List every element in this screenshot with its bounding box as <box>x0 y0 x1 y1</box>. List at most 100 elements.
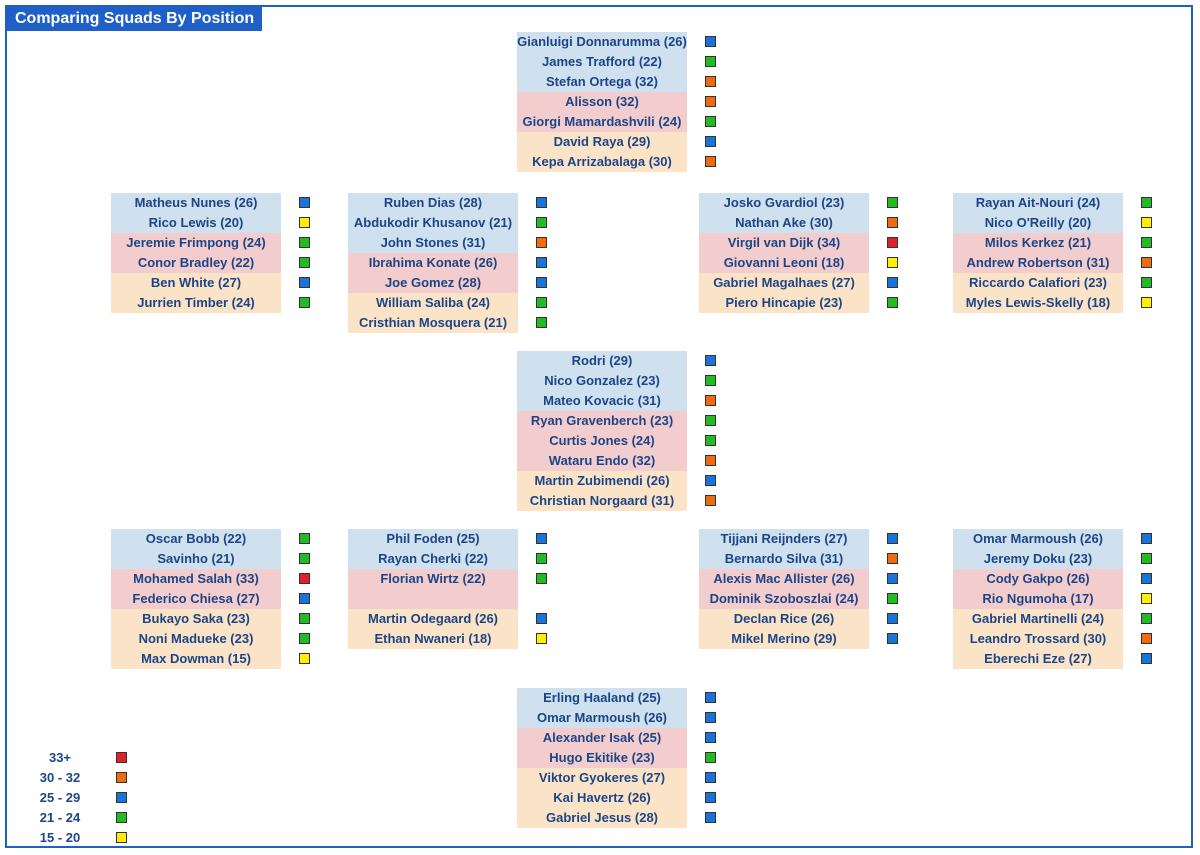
player-row: Viktor Gyokeres (27) <box>517 768 717 788</box>
group-left-wingers: Omar Marmoush (26) Jeremy Doku (23) Cody G… <box>953 529 1153 669</box>
age-band-marker <box>705 56 716 67</box>
legend-label: 21 - 24 <box>39 810 81 825</box>
player-name: Christian Norgaard (31) <box>517 491 687 511</box>
age-band-marker <box>299 297 310 308</box>
age-band-marker <box>705 792 716 803</box>
player-row: Cristhian Mosquera (21) <box>348 313 548 333</box>
age-band-marker <box>536 613 547 624</box>
player-row: William Saliba (24) <box>348 293 548 313</box>
player-row: Gabriel Magalhaes (27) <box>699 273 899 293</box>
player-row: Declan Rice (26) <box>699 609 899 629</box>
player-name: Nathan Ake (30) <box>699 213 869 233</box>
player-name: Cody Gakpo (26) <box>953 569 1123 589</box>
player-row: Kai Havertz (26) <box>517 788 717 808</box>
player-name: Abdukodir Khusanov (21) <box>348 213 518 233</box>
age-band-marker <box>705 116 716 127</box>
age-band-marker <box>1141 653 1152 664</box>
age-band-marker <box>887 277 898 288</box>
player-name: Eberechi Eze (27) <box>953 649 1123 669</box>
player-row: Alisson (32) <box>517 92 717 112</box>
legend-swatch <box>116 792 127 803</box>
age-band-marker <box>887 533 898 544</box>
player-name: Matheus Nunes (26) <box>111 193 281 213</box>
player-name: Jeremy Doku (23) <box>953 549 1123 569</box>
player-row: Gianluigi Donnarumma (26) <box>517 32 717 52</box>
player-row: Nathan Ake (30) <box>699 213 899 233</box>
legend-swatch <box>116 752 127 763</box>
age-band-marker <box>1141 633 1152 644</box>
player-name: Federico Chiesa (27) <box>111 589 281 609</box>
player-name: Rayan Ait-Nouri (24) <box>953 193 1123 213</box>
age-band-marker <box>1141 593 1152 604</box>
player-row: Omar Marmoush (26) <box>517 708 717 728</box>
age-band-marker <box>705 136 716 147</box>
player-row: Jurrien Timber (24) <box>111 293 311 313</box>
age-band-marker <box>1141 257 1152 268</box>
player-row: Piero Hincapie (23) <box>699 293 899 313</box>
group-right-centre-backs: Ruben Dias (28) Abdukodir Khusanov (21) Jo… <box>348 193 548 333</box>
player-row: Rio Ngumoha (17) <box>953 589 1153 609</box>
player-row: Martin Zubimendi (26) <box>517 471 717 491</box>
player-row: Savinho (21) <box>111 549 311 569</box>
player-name: Jurrien Timber (24) <box>111 293 281 313</box>
player-name: Bernardo Silva (31) <box>699 549 869 569</box>
legend-label: 25 - 29 <box>39 790 81 805</box>
player-row: Eberechi Eze (27) <box>953 649 1153 669</box>
age-band-marker <box>705 752 716 763</box>
age-band-marker <box>536 297 547 308</box>
player-row: Ethan Nwaneri (18) <box>348 629 548 649</box>
player-name: Mikel Merino (29) <box>699 629 869 649</box>
player-name: Hugo Ekitike (23) <box>517 748 687 768</box>
player-name: Joe Gomez (28) <box>348 273 518 293</box>
age-band-marker <box>299 237 310 248</box>
age-band-marker <box>887 237 898 248</box>
player-name: Martin Odegaard (26) <box>348 609 518 629</box>
player-row: Noni Madueke (23) <box>111 629 311 649</box>
player-name: Riccardo Calafiori (23) <box>953 273 1123 293</box>
player-row: David Raya (29) <box>517 132 717 152</box>
age-band-marker <box>299 573 310 584</box>
player-name: Martin Zubimendi (26) <box>517 471 687 491</box>
player-name <box>348 589 518 609</box>
player-name: Piero Hincapie (23) <box>699 293 869 313</box>
player-row: Tijjani Reijnders (27) <box>699 529 899 549</box>
player-name: Omar Marmoush (26) <box>953 529 1123 549</box>
age-band-marker <box>887 553 898 564</box>
player-row <box>348 589 548 609</box>
group-strikers: Erling Haaland (25) Omar Marmoush (26) Ale… <box>517 688 717 828</box>
legend-swatch <box>116 772 127 783</box>
age-band-marker <box>887 573 898 584</box>
age-band-marker <box>705 772 716 783</box>
player-name: David Raya (29) <box>517 132 687 152</box>
age-band-marker <box>887 633 898 644</box>
player-name: Tijjani Reijnders (27) <box>699 529 869 549</box>
player-row: Hugo Ekitike (23) <box>517 748 717 768</box>
player-name: Phil Foden (25) <box>348 529 518 549</box>
player-name: Declan Rice (26) <box>699 609 869 629</box>
player-row: Cody Gakpo (26) <box>953 569 1153 589</box>
age-band-marker <box>705 732 716 743</box>
player-row: Abdukodir Khusanov (21) <box>348 213 548 233</box>
player-row: Andrew Robertson (31) <box>953 253 1153 273</box>
player-row: Virgil van Dijk (34) <box>699 233 899 253</box>
legend-item: 21 - 24 <box>30 808 140 828</box>
player-row: Phil Foden (25) <box>348 529 548 549</box>
player-name: Alexander Isak (25) <box>517 728 687 748</box>
player-row: Jeremie Frimpong (24) <box>111 233 311 253</box>
age-band-marker <box>536 633 547 644</box>
group-right-wingers: Oscar Bobb (22) Savinho (21) Mohamed Salah… <box>111 529 311 669</box>
age-band-marker <box>1141 533 1152 544</box>
player-name: Andrew Robertson (31) <box>953 253 1123 273</box>
age-band-marker <box>705 96 716 107</box>
player-name: Bukayo Saka (23) <box>111 609 281 629</box>
player-row: Ryan Gravenberch (23) <box>517 411 717 431</box>
player-row: Stefan Ortega (32) <box>517 72 717 92</box>
age-band-marker <box>299 653 310 664</box>
age-band-marker <box>536 217 547 228</box>
legend-item: 15 - 20 <box>30 828 140 848</box>
player-name: Omar Marmoush (26) <box>517 708 687 728</box>
age-band-marker <box>299 633 310 644</box>
age-band-marker <box>705 355 716 366</box>
age-band-marker <box>299 613 310 624</box>
player-row: Federico Chiesa (27) <box>111 589 311 609</box>
